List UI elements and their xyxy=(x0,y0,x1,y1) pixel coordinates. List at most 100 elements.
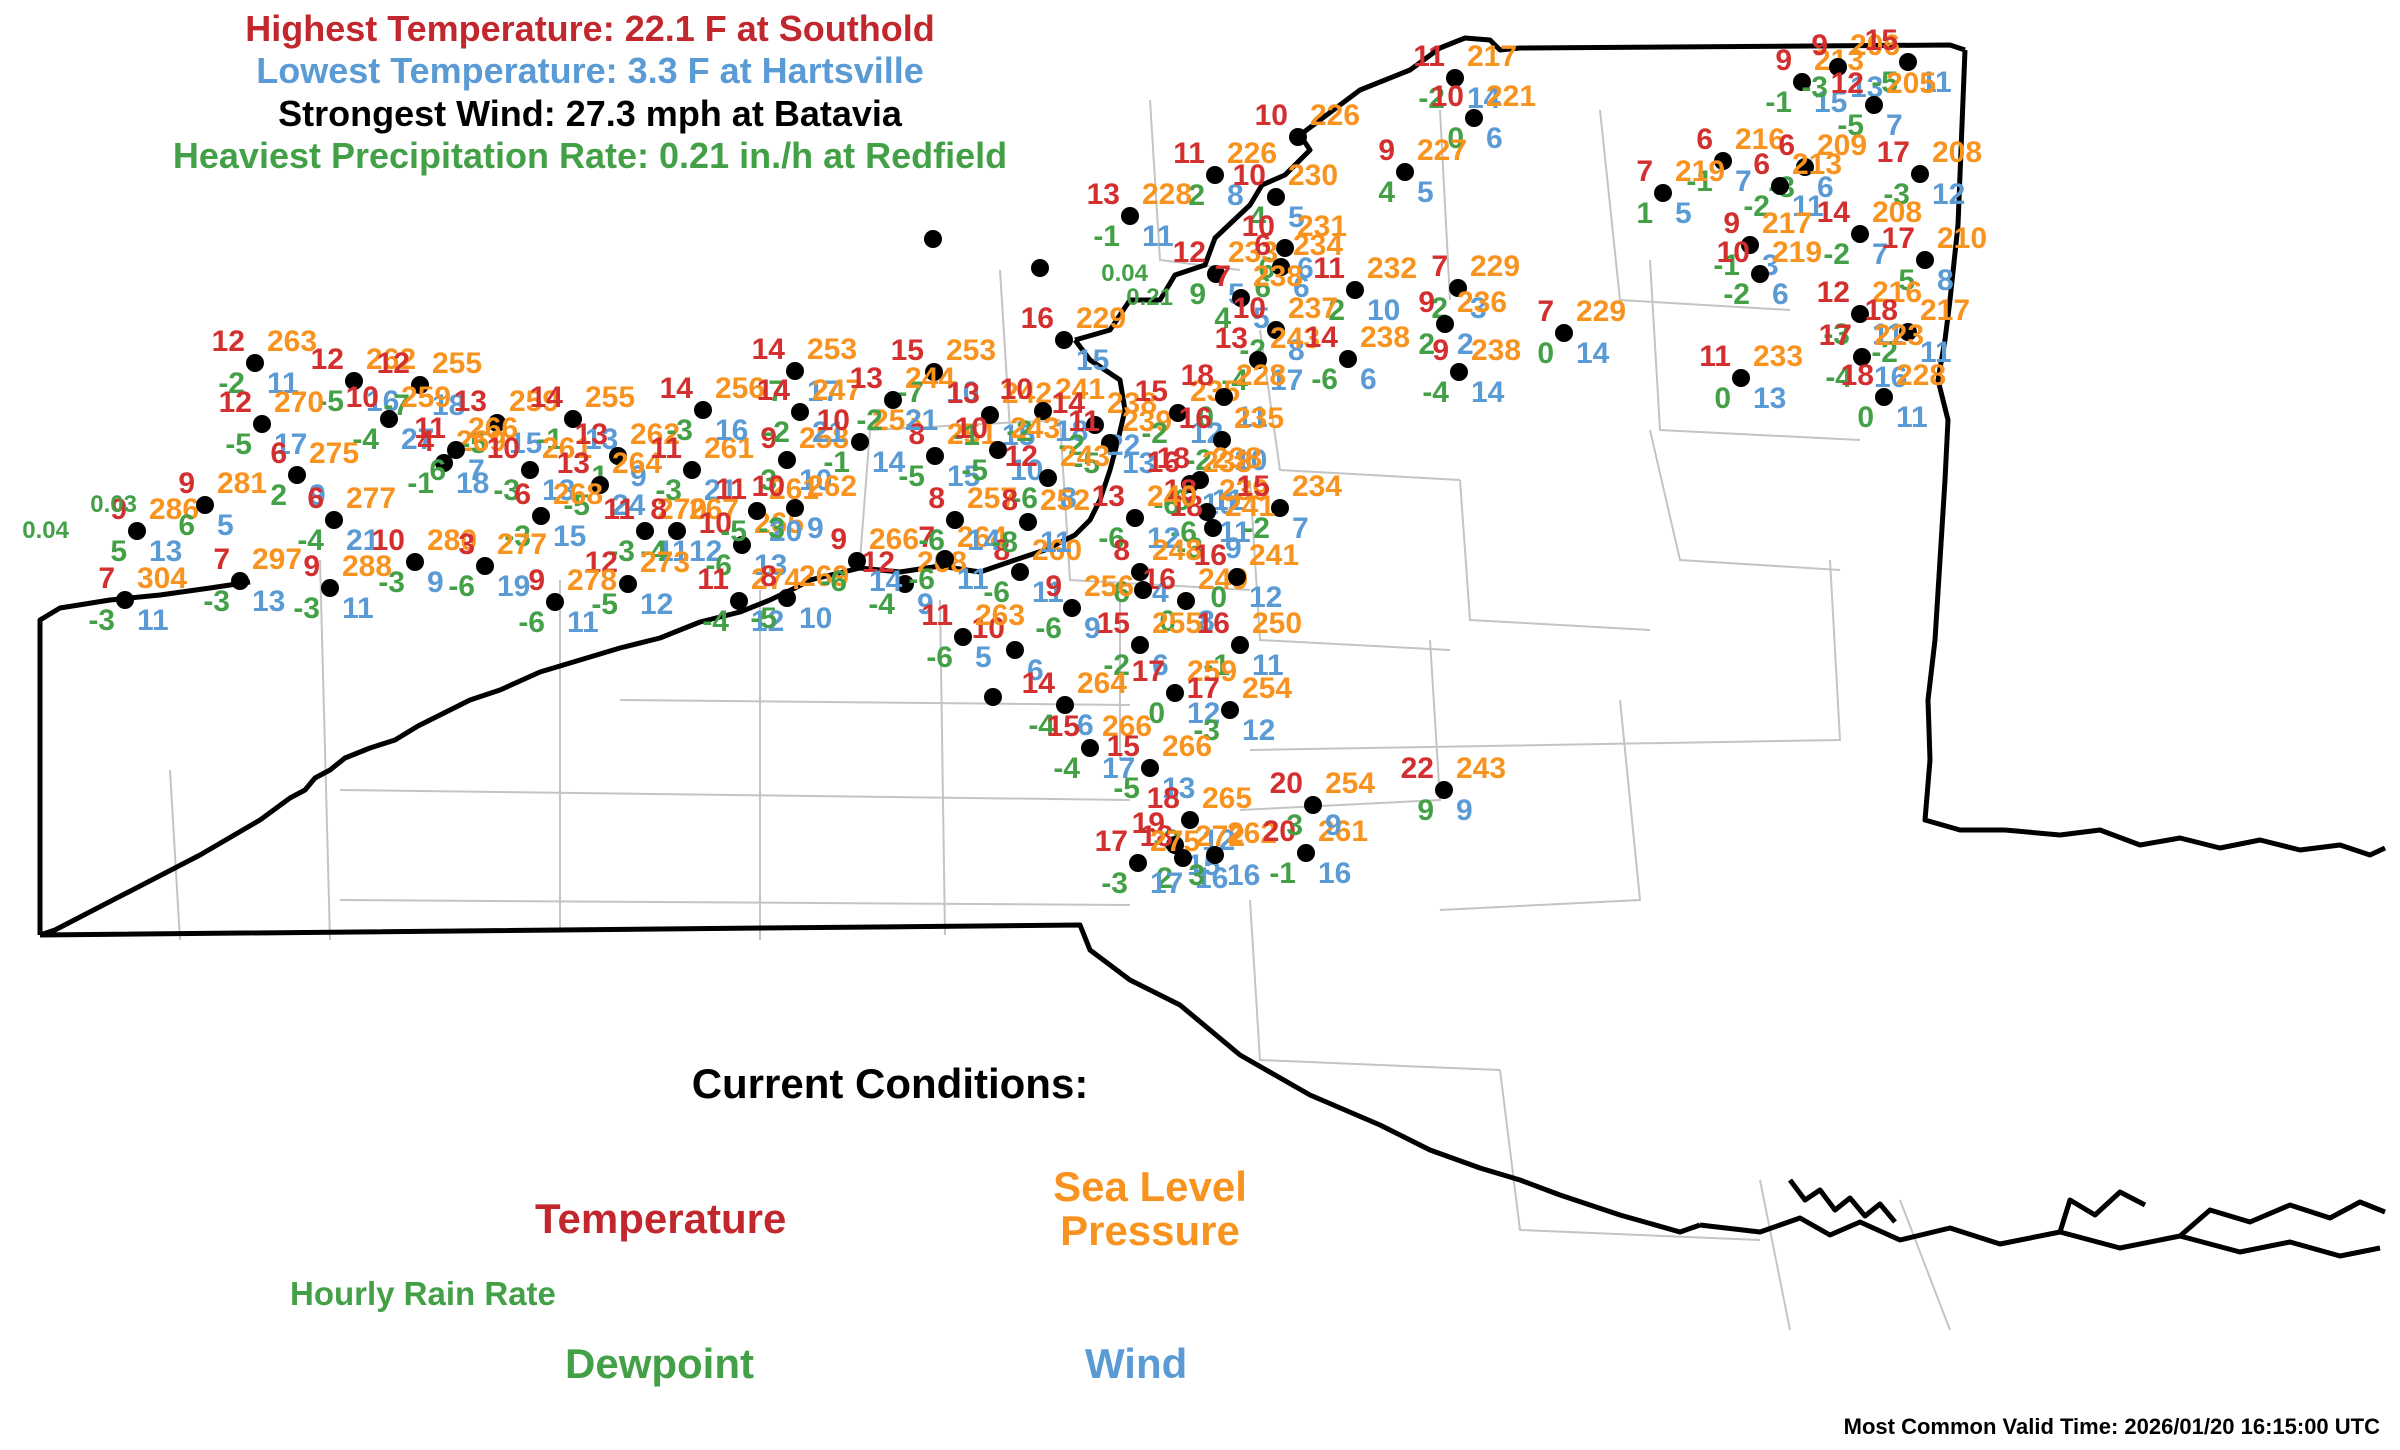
temperature-value: 17 xyxy=(1131,655,1165,688)
temperature-value: 8 xyxy=(928,482,945,515)
dewpoint-value: -1 xyxy=(407,467,434,500)
dewpoint-value: -2 xyxy=(1185,444,1212,477)
station-dot-icon xyxy=(1039,469,1057,487)
sea-level-pressure-value: 263 xyxy=(267,325,318,358)
wind-value: 9 xyxy=(807,512,824,545)
sea-level-pressure-value: 267 xyxy=(689,493,740,526)
dewpoint-value: -5 xyxy=(750,602,777,635)
temperature-value: 18 xyxy=(1163,474,1197,507)
dewpoint-value: 0 xyxy=(1159,605,1176,638)
wind-value: 5 xyxy=(1675,197,1692,230)
temperature-value: 9 xyxy=(1723,207,1740,240)
wind-value: 3 xyxy=(1470,292,1487,325)
sea-level-pressure-value: 304 xyxy=(137,562,188,595)
sea-level-pressure-value: 297 xyxy=(252,543,303,576)
dewpoint-value: -6 xyxy=(1170,516,1197,549)
wind-value: 19 xyxy=(497,570,531,603)
temperature-value: 10 xyxy=(371,524,405,557)
dewpoint-value: -5 xyxy=(591,588,618,621)
wind-value: 5 xyxy=(1417,176,1434,209)
dewpoint-value: 3 xyxy=(760,464,777,497)
temperature-value: 4 xyxy=(417,425,434,458)
sea-level-pressure-value: 280 xyxy=(427,524,478,557)
temperature-value: 16 xyxy=(1178,402,1212,435)
dewpoint-value: -2 xyxy=(763,416,790,449)
temperature-value: 18 xyxy=(1864,294,1898,327)
temperature-value: 10 xyxy=(1241,210,1275,243)
temperature-value: 12 xyxy=(1816,276,1850,309)
station-dot-icon xyxy=(1121,207,1139,225)
wind-value: 12 xyxy=(640,588,674,621)
sea-level-pressure-value: 261 xyxy=(542,432,593,465)
sea-level-pressure-value: 238 xyxy=(1253,260,1304,293)
wind-value: 15 xyxy=(1076,344,1110,377)
temperature-value: 18 xyxy=(1139,820,1173,853)
temperature-value: 10 xyxy=(1430,80,1464,113)
wind-value: 10 xyxy=(799,602,833,635)
sea-level-pressure-value: 238 xyxy=(1107,387,1158,420)
station-dot-icon xyxy=(196,496,214,514)
sea-level-pressure-value: 243 xyxy=(1060,440,1111,473)
temperature-value: 10 xyxy=(1232,292,1266,325)
station-dot-icon xyxy=(1346,281,1364,299)
station-dot-icon xyxy=(1304,796,1322,814)
station-dot-icon xyxy=(1751,265,1769,283)
station-dot-icon xyxy=(1865,96,1883,114)
station-dot-icon xyxy=(1228,568,1246,586)
dewpoint-value: -6 xyxy=(918,524,945,557)
wind-value: 8 xyxy=(1060,482,1077,515)
station-dot-icon xyxy=(1166,684,1184,702)
temperature-value: 7 xyxy=(1636,155,1653,188)
station-dot-icon xyxy=(1339,350,1357,368)
station-dot-icon xyxy=(1019,513,1037,531)
station-dot-icon xyxy=(848,552,866,570)
sea-level-pressure-value: 233 xyxy=(1228,236,1279,269)
wind-value: 6 xyxy=(1486,122,1503,155)
sea-level-pressure-value: 256 xyxy=(1084,570,1135,603)
station-dot-icon xyxy=(1435,781,1453,799)
station-dot-icon xyxy=(748,502,766,520)
dewpoint-value: -5 xyxy=(720,515,747,548)
station-dot-icon xyxy=(1056,696,1074,714)
station-dot-icon xyxy=(1436,315,1454,333)
station-dot-icon xyxy=(1177,592,1195,610)
station-dot-icon xyxy=(1741,236,1759,254)
temperature-value: 6 xyxy=(1778,129,1795,162)
temperature-value: 9 xyxy=(1045,570,1062,603)
dewpoint-value: 2 xyxy=(1156,862,1173,895)
strongest-wind-line: Strongest Wind: 27.3 mph at Batavia xyxy=(278,92,902,134)
station-dot-icon xyxy=(1181,811,1199,829)
sea-level-pressure-value: 238 xyxy=(1202,446,1253,479)
dewpoint-value: -3 xyxy=(1193,714,1220,747)
station-dot-icon xyxy=(246,354,264,372)
station-dot-icon xyxy=(1011,563,1029,581)
wind-value: 18 xyxy=(1055,415,1089,448)
sea-level-pressure-value: 238 xyxy=(1212,442,1263,475)
station-dot-icon xyxy=(1829,58,1847,76)
temperature-value: 14 xyxy=(659,372,693,405)
wind-value: 11 xyxy=(1212,484,1244,517)
wind-value: 15 xyxy=(509,427,543,460)
sea-level-pressure-value: 230 xyxy=(1288,159,1339,192)
station-dot-icon xyxy=(1081,739,1099,757)
sea-level-pressure-value: 264 xyxy=(1077,667,1128,700)
wind-value: 13 xyxy=(1162,772,1196,805)
temperature-value: 12 xyxy=(310,343,344,376)
temperature-value: 6 xyxy=(1254,229,1271,262)
wind-value: 11 xyxy=(1219,516,1251,549)
station-dot-icon xyxy=(1207,265,1225,283)
station-dot-icon xyxy=(325,511,343,529)
temperature-value: 11 xyxy=(603,493,635,526)
station-dot-icon xyxy=(946,511,964,529)
sea-level-pressure-value: 217 xyxy=(1762,207,1813,240)
station-dot-icon xyxy=(1267,188,1285,206)
wind-value: 13 xyxy=(542,474,576,507)
sea-level-pressure-value: 241 xyxy=(1225,490,1276,523)
sea-level-pressure-value: 209 xyxy=(1817,129,1868,162)
wind-value: 10 xyxy=(946,376,980,409)
temperature-value: 9 xyxy=(760,422,777,455)
dewpoint-value: -2 xyxy=(1743,190,1770,223)
temperature-value: 16 xyxy=(1146,446,1180,479)
temperature-value: 11 xyxy=(414,412,446,445)
sea-level-pressure-value: 239 xyxy=(1219,474,1270,507)
